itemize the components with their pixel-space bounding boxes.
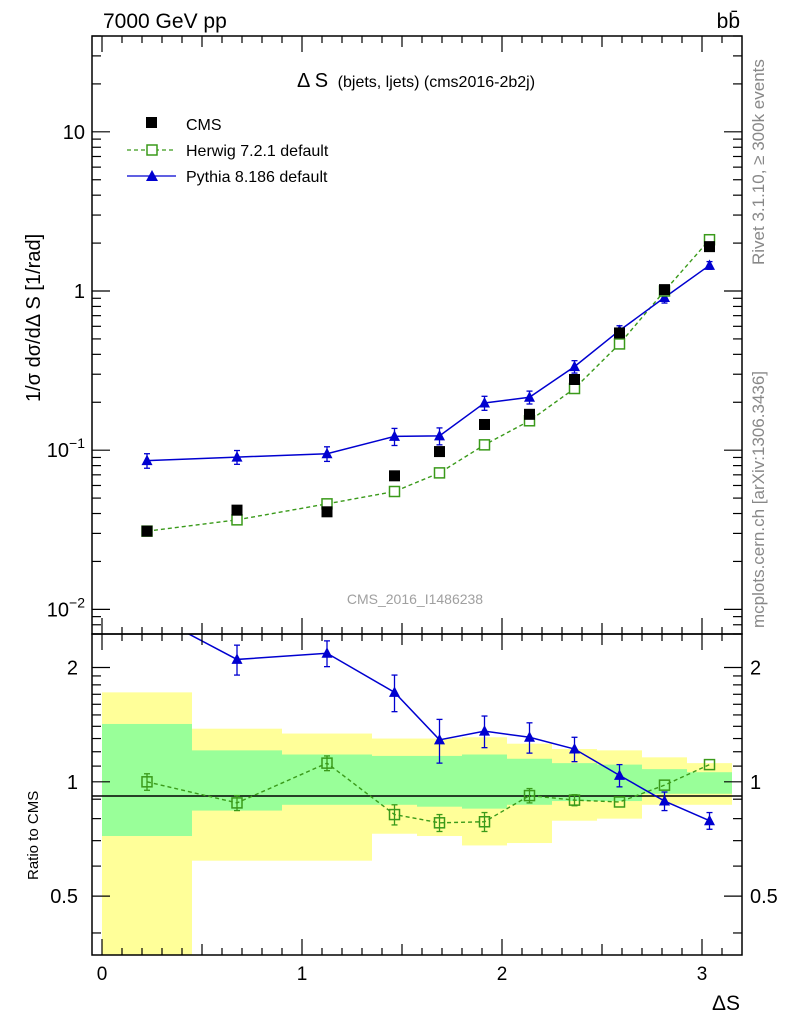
- cms-main-point-2: [321, 506, 333, 518]
- pythia-ratio-point-0: [142, 606, 153, 617]
- y-tick-label-0.1-exp: −1: [69, 435, 85, 451]
- pythia-main-point-4: [434, 429, 445, 441]
- y-tick-label-0.1-base: 10: [47, 440, 69, 462]
- cms-main-point-10: [704, 241, 715, 253]
- y-tick-label-ratio-right-2: 2: [750, 657, 761, 679]
- herwig-ratio-point-10: [703, 758, 716, 771]
- herwig-main-point-5: [478, 439, 491, 451]
- pythia-main-point-0: [141, 454, 153, 466]
- rivet-label: Rivet 3.1.10, ≥ 300k events: [749, 59, 768, 265]
- pythia-main-point-9: [659, 291, 670, 303]
- cms-main-point-0: [141, 525, 153, 537]
- pythia-ratio-point-10: [704, 814, 715, 826]
- ratio-panel-frame: [91, 633, 743, 956]
- herwig-ratio-point-6: [523, 789, 536, 802]
- y-tick-label-ratio-right-0.5: 0.5: [750, 886, 778, 908]
- pythia-main-point-6: [524, 391, 535, 402]
- y-tick-label-ratio-left-2: 2: [67, 657, 78, 679]
- pythia-main-point-5: [479, 396, 490, 408]
- x-tick-label-2: 2: [497, 964, 508, 985]
- y-tick-label-ratio-left-0.5: 0.5: [50, 886, 78, 908]
- pythia-main-point-2: [321, 447, 333, 459]
- cms-main-point-4: [434, 446, 445, 458]
- main-panel-data: [141, 233, 716, 537]
- plot-title-main: Δ S: [297, 70, 328, 92]
- pythia-ratio-point-8: [614, 769, 625, 780]
- cms-main-point-7: [569, 373, 580, 385]
- herwig-ratio-point-9: [658, 779, 671, 791]
- band-1sigma-bin-10: [687, 772, 732, 794]
- y-tick-label-0.1: 10−1: [47, 435, 85, 462]
- herwig-ratio-point-1: [231, 797, 243, 809]
- pythia-ratio-point-9: [659, 795, 670, 806]
- legend-pythia-label: Pythia 8.186 default: [186, 169, 328, 186]
- x-tick-label-3: 3: [697, 964, 708, 985]
- y-tick-label-0.01: 10−2: [47, 594, 85, 621]
- pythia-main-point-7: [569, 360, 580, 372]
- y-tick-label-ratio-left-1: 1: [67, 772, 78, 794]
- pythia-main-point-1: [231, 451, 243, 462]
- herwig-main-point-3: [388, 485, 401, 498]
- pythia-ratio-point-7: [569, 743, 580, 754]
- legend-herwig-label: Herwig 7.2.1 default: [186, 143, 329, 160]
- y-axis-label-main: 1/σ dσ/dΔ S [1/rad]: [23, 234, 45, 402]
- pythia-main-line: [146, 264, 710, 462]
- herwig-ratio-point-7: [568, 794, 581, 806]
- source-label: mcplots.cern.ch [arXiv:1306.3436]: [749, 371, 768, 628]
- ratio-uncertainty-bands: [102, 692, 732, 955]
- pythia-ratio-point-5: [479, 725, 490, 736]
- plot-title: Δ S (bjets, ljets) (cms2016-2b2j): [297, 70, 535, 92]
- cms-main-point-9: [659, 284, 670, 296]
- pythia-ratio-point-3: [389, 686, 400, 697]
- pythia-main-point-3: [389, 430, 400, 441]
- herwig-ratio-point-3: [388, 808, 401, 821]
- x-axis-label: ΔS: [712, 992, 740, 1015]
- cms-main-point-5: [479, 418, 490, 430]
- herwig-ratio-point-4: [433, 817, 446, 829]
- y-tick-label-10: 10: [63, 122, 85, 144]
- band-1sigma-bin-5: [462, 754, 507, 809]
- herwig-main-line: [146, 239, 711, 532]
- herwig-ratio-point-0: [141, 776, 153, 788]
- y-axis-label-ratio: Ratio to CMS: [25, 791, 42, 880]
- pythia-ratio-point-1: [231, 653, 243, 664]
- band-1sigma-bin-4: [417, 755, 462, 807]
- band-1sigma-bin-3: [372, 755, 417, 805]
- herwig-main-point-7: [568, 382, 581, 395]
- legend: CMS Herwig 7.2.1 default Pythia 8.186 de…: [127, 117, 329, 186]
- pythia-ratio-point-2: [321, 647, 333, 658]
- watermark: CMS_2016_I1486238: [347, 591, 483, 607]
- cms-main-point-6: [524, 408, 535, 420]
- herwig-ratio-point-8: [613, 796, 626, 808]
- cms-main-point-3: [389, 470, 400, 482]
- y-tick-label-0.01-base: 10: [47, 599, 69, 621]
- pythia-ratio-point-4: [434, 733, 445, 745]
- energy-label: 7000 GeV pp: [103, 10, 227, 33]
- y-tick-label-0.01-exp: −2: [69, 594, 85, 610]
- x-tick-label-0: 0: [97, 964, 108, 985]
- herwig-ratio-point-2: [321, 757, 333, 769]
- plot-title-sub: (bjets, ljets) (cms2016-2b2j): [338, 74, 535, 91]
- legend-pythia-marker: [146, 170, 158, 181]
- herwig-main-point-1: [231, 514, 243, 526]
- cms-main-point-8: [614, 327, 625, 339]
- legend-herwig-marker: [146, 144, 158, 156]
- ratio-panel-data: [141, 606, 716, 833]
- legend-cms-label: CMS: [186, 117, 222, 134]
- process-label: bb̄: [717, 10, 740, 33]
- pythia-main-point-10: [704, 259, 715, 270]
- herwig-ratio-point-5: [478, 816, 491, 828]
- x-tick-label-1: 1: [297, 964, 308, 985]
- legend-cms-marker: [146, 117, 157, 128]
- y-tick-label-ratio-right-1: 1: [750, 772, 761, 794]
- pythia-ratio-point-6: [524, 731, 535, 742]
- herwig-main-point-4: [433, 467, 446, 479]
- cms-main-point-1: [231, 504, 243, 516]
- herwig-main-point-8: [613, 338, 626, 350]
- y-tick-label-1: 1: [74, 281, 85, 303]
